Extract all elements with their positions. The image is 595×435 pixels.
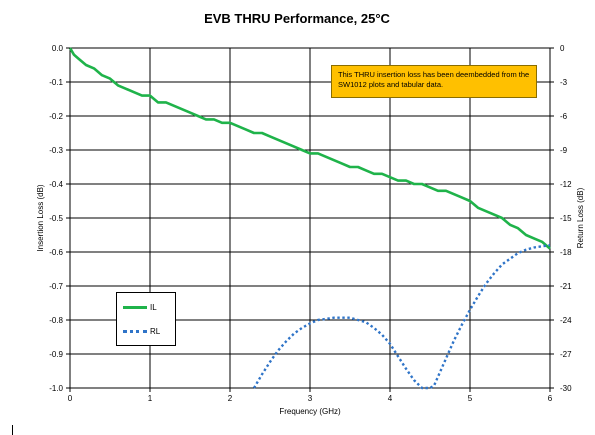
legend-item-il: IL bbox=[123, 303, 157, 312]
x-tick-label: 6 bbox=[548, 394, 553, 403]
y2-tick-label: -24 bbox=[560, 316, 572, 325]
x-tick-label: 0 bbox=[68, 394, 73, 403]
y-tick-label: -0.9 bbox=[49, 350, 63, 359]
y2-tick-label: -6 bbox=[560, 112, 568, 121]
y2-tick-label: 0 bbox=[560, 44, 565, 53]
chart-title: EVB THRU Performance, 25°C bbox=[204, 11, 390, 26]
y-tick-label: -0.6 bbox=[49, 248, 63, 257]
y2-tick-label: -30 bbox=[560, 384, 572, 393]
y2-tick-label: -12 bbox=[560, 180, 572, 189]
y2-tick-label: -21 bbox=[560, 282, 572, 291]
y2-axis-title: Return Loss (dB) bbox=[576, 187, 585, 248]
y-axis-title: Insertion Loss (dB) bbox=[36, 184, 45, 251]
y-tick-label: 0.0 bbox=[52, 44, 64, 53]
y-tick-label: -0.4 bbox=[49, 180, 63, 189]
y2-tick-label: -27 bbox=[560, 350, 572, 359]
y-tick-label: -0.1 bbox=[49, 78, 63, 87]
y-tick-label: -0.2 bbox=[49, 112, 63, 121]
y-tick-label: -0.5 bbox=[49, 214, 63, 223]
x-tick-label: 2 bbox=[228, 394, 233, 403]
x-tick-label: 5 bbox=[468, 394, 473, 403]
chart-legend: IL RL bbox=[116, 292, 176, 346]
y-tick-label: -0.8 bbox=[49, 316, 63, 325]
x-tick-label: 3 bbox=[308, 394, 313, 403]
x-tick-label: 1 bbox=[148, 394, 153, 403]
chart-annotation: This THRU insertion loss has been deembe… bbox=[331, 65, 537, 98]
legend-item-rl: RL bbox=[123, 327, 160, 336]
legend-label-rl: RL bbox=[150, 327, 160, 336]
page-edge-mark bbox=[12, 425, 13, 435]
x-tick-label: 4 bbox=[388, 394, 393, 403]
y2-tick-label: -18 bbox=[560, 248, 572, 257]
y2-tick-label: -9 bbox=[560, 146, 568, 155]
y2-tick-label: -15 bbox=[560, 214, 572, 223]
legend-swatch-il bbox=[123, 306, 147, 309]
y-tick-label: -0.3 bbox=[49, 146, 63, 155]
y-tick-label: -1.0 bbox=[49, 384, 63, 393]
x-axis-title: Frequency (GHz) bbox=[279, 407, 341, 416]
y2-tick-label: -3 bbox=[560, 78, 568, 87]
legend-swatch-rl bbox=[123, 330, 147, 333]
legend-label-il: IL bbox=[150, 303, 157, 312]
y-tick-label: -0.7 bbox=[49, 282, 63, 291]
